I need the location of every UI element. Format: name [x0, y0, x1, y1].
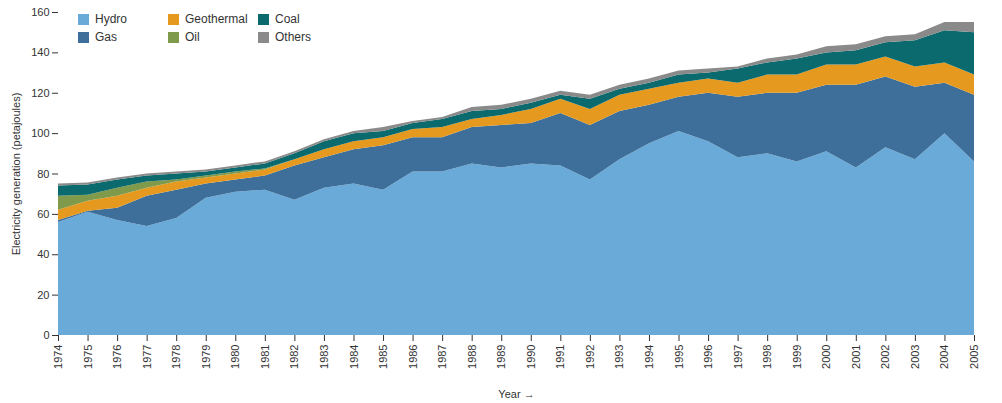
svg-text:1975: 1975 [82, 345, 94, 369]
svg-text:1978: 1978 [170, 345, 182, 369]
svg-text:1994: 1994 [643, 345, 655, 369]
svg-text:1992: 1992 [584, 345, 596, 369]
svg-text:1990: 1990 [525, 345, 537, 369]
svg-text:2001: 2001 [850, 345, 862, 369]
svg-text:1986: 1986 [407, 345, 419, 369]
svg-text:160: 160 [31, 6, 49, 18]
html-text:Others: Others [275, 30, 311, 44]
svg-text:Electricity generation (petajo: Electricity generation (petajoules) [10, 93, 22, 256]
svg-text:100: 100 [31, 127, 49, 139]
svg-text:2005: 2005 [968, 345, 980, 369]
svg-text:1988: 1988 [466, 345, 478, 369]
svg-text:2002: 2002 [879, 345, 891, 369]
svg-text:0: 0 [43, 329, 49, 341]
svg-text:1989: 1989 [495, 345, 507, 369]
svg-text:Year →: Year → [498, 388, 534, 400]
svg-text:1983: 1983 [318, 345, 330, 369]
svg-text:40: 40 [37, 248, 49, 260]
svg-text:2004: 2004 [938, 345, 950, 369]
svg-text:1976: 1976 [111, 345, 123, 369]
svg-text:1981: 1981 [259, 345, 271, 369]
svg-text:1974: 1974 [52, 345, 64, 369]
svg-text:80: 80 [37, 168, 49, 180]
svg-text:1980: 1980 [229, 345, 241, 369]
html-text:Hydro: Hydro [95, 12, 127, 26]
svg-text:1985: 1985 [377, 345, 389, 369]
svg-text:2003: 2003 [909, 345, 921, 369]
svg-text:60: 60 [37, 208, 49, 220]
svg-text:1998: 1998 [761, 345, 773, 369]
svg-text:1997: 1997 [732, 345, 744, 369]
svg-text:1977: 1977 [141, 345, 153, 369]
html-text:Coal: Coal [275, 12, 300, 26]
html-text:Oil: Oil [185, 30, 200, 44]
svg-text:120: 120 [31, 87, 49, 99]
svg-text:1995: 1995 [673, 345, 685, 369]
html-text:Geothermal: Geothermal [185, 12, 248, 26]
svg-text:140: 140 [31, 46, 49, 58]
svg-text:20: 20 [37, 289, 49, 301]
svg-text:1991: 1991 [554, 345, 566, 369]
svg-text:1993: 1993 [613, 345, 625, 369]
svg-text:2000: 2000 [820, 345, 832, 369]
svg-text:1996: 1996 [702, 345, 714, 369]
html-text:Gas: Gas [95, 30, 117, 44]
svg-text:1982: 1982 [288, 345, 300, 369]
svg-text:1984: 1984 [348, 345, 360, 369]
svg-text:1987: 1987 [436, 345, 448, 369]
svg-text:1979: 1979 [200, 345, 212, 369]
svg-text:1999: 1999 [791, 345, 803, 369]
